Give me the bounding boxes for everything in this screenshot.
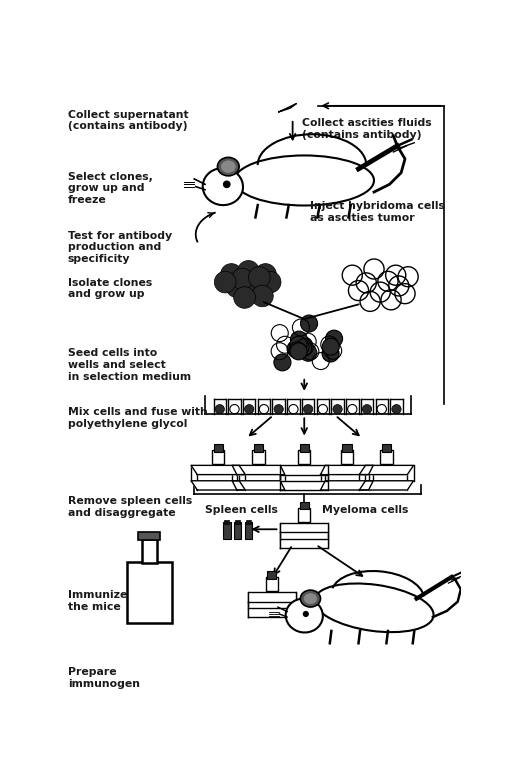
Polygon shape <box>280 481 328 490</box>
Text: Remove spleen cells
and disaggregate: Remove spleen cells and disaggregate <box>68 496 192 518</box>
Ellipse shape <box>221 161 236 172</box>
Circle shape <box>221 264 242 285</box>
Circle shape <box>259 271 281 293</box>
Circle shape <box>322 345 339 362</box>
Circle shape <box>226 276 248 297</box>
Bar <box>127 561 172 624</box>
Bar <box>380 450 393 464</box>
Circle shape <box>215 271 236 293</box>
Bar <box>254 444 263 451</box>
Circle shape <box>254 264 276 285</box>
Ellipse shape <box>286 598 323 633</box>
Circle shape <box>290 331 308 348</box>
Bar <box>212 450 224 464</box>
Bar <box>246 520 251 524</box>
Bar <box>298 508 310 522</box>
Circle shape <box>223 181 230 188</box>
Circle shape <box>274 354 291 371</box>
Ellipse shape <box>203 169 243 205</box>
Ellipse shape <box>314 584 434 632</box>
Circle shape <box>300 344 317 362</box>
Polygon shape <box>321 466 373 475</box>
Polygon shape <box>359 466 414 475</box>
Polygon shape <box>232 466 285 475</box>
Text: Test for antibody
production and
specificity: Test for antibody production and specifi… <box>68 231 172 264</box>
Circle shape <box>326 330 343 347</box>
Circle shape <box>303 611 309 617</box>
Ellipse shape <box>218 157 239 176</box>
Circle shape <box>231 268 253 290</box>
Polygon shape <box>280 523 328 532</box>
Circle shape <box>290 336 307 353</box>
Circle shape <box>333 404 342 414</box>
Bar <box>382 444 391 451</box>
Text: Seed cells into
wells and select
in selection medium: Seed cells into wells and select in sele… <box>68 349 191 381</box>
Bar <box>300 502 309 509</box>
Bar <box>267 571 276 578</box>
Bar <box>340 450 353 464</box>
Text: Myeloma cells: Myeloma cells <box>322 505 408 515</box>
Bar <box>236 520 240 524</box>
Ellipse shape <box>304 594 316 604</box>
Circle shape <box>290 343 307 360</box>
Circle shape <box>322 339 339 355</box>
Polygon shape <box>280 466 328 475</box>
Polygon shape <box>191 481 245 490</box>
Polygon shape <box>321 481 373 490</box>
Polygon shape <box>280 538 328 548</box>
Bar <box>233 522 242 538</box>
Circle shape <box>244 277 266 299</box>
Polygon shape <box>248 592 296 601</box>
Circle shape <box>245 404 254 414</box>
Bar <box>138 532 160 540</box>
Bar <box>245 522 252 538</box>
Text: Inject hybridoma cells
as ascities tumor: Inject hybridoma cells as ascities tumor <box>310 201 445 223</box>
Circle shape <box>238 260 259 282</box>
Circle shape <box>289 342 306 358</box>
Text: Collect supernatant
(contains antibody): Collect supernatant (contains antibody) <box>68 110 188 131</box>
Bar <box>342 444 352 451</box>
Text: Select clones,
grow up and
freeze: Select clones, grow up and freeze <box>68 172 153 205</box>
Bar <box>141 538 157 563</box>
Circle shape <box>301 315 317 332</box>
Circle shape <box>248 267 270 288</box>
Circle shape <box>362 404 372 414</box>
Bar <box>214 444 223 451</box>
Polygon shape <box>248 607 296 617</box>
Text: Prepare
immunogen: Prepare immunogen <box>68 667 140 689</box>
Text: Immunize
the mice: Immunize the mice <box>68 591 127 612</box>
Circle shape <box>287 340 304 358</box>
Text: Isolate clones
and grow up: Isolate clones and grow up <box>68 278 152 300</box>
Ellipse shape <box>234 155 374 205</box>
Circle shape <box>251 285 273 306</box>
Bar <box>298 450 310 464</box>
Polygon shape <box>279 103 296 112</box>
Circle shape <box>304 404 313 414</box>
Text: Spleen cells: Spleen cells <box>205 505 278 515</box>
Circle shape <box>274 404 283 414</box>
Circle shape <box>392 404 401 414</box>
Polygon shape <box>191 466 245 475</box>
Polygon shape <box>232 481 285 490</box>
Polygon shape <box>359 481 414 490</box>
Bar <box>300 444 309 451</box>
Circle shape <box>295 337 313 354</box>
Bar <box>266 577 278 591</box>
Text: Collect ascities fluids
(contains antibody): Collect ascities fluids (contains antibo… <box>302 119 432 140</box>
Bar <box>223 522 230 538</box>
Circle shape <box>233 286 255 308</box>
Bar <box>252 450 265 464</box>
Circle shape <box>215 404 224 414</box>
Circle shape <box>294 340 312 357</box>
Bar <box>224 520 229 524</box>
Text: Mix cells and fuse with
polyethylene glycol: Mix cells and fuse with polyethylene gly… <box>68 408 208 429</box>
Ellipse shape <box>301 590 321 607</box>
